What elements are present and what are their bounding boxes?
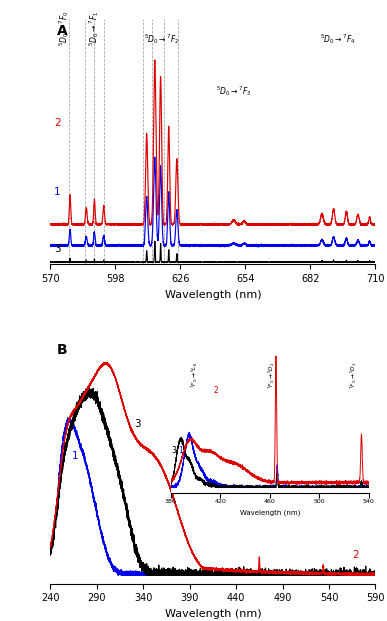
Text: 2: 2 [54, 118, 60, 128]
Text: 2: 2 [352, 550, 359, 560]
X-axis label: Wavelength (nm): Wavelength (nm) [164, 289, 261, 299]
Text: $^5D_0{\rightarrow}^7F_4$: $^5D_0{\rightarrow}^7F_4$ [320, 32, 356, 46]
Text: A: A [57, 24, 68, 37]
Text: 3: 3 [134, 419, 140, 429]
Text: $^5D_0{\rightarrow}^7F_1$: $^5D_0{\rightarrow}^7F_1$ [87, 11, 101, 46]
Text: $^5D_0{\rightarrow}^7F_2$: $^5D_0{\rightarrow}^7F_2$ [144, 32, 180, 46]
Text: 1: 1 [54, 187, 60, 197]
Text: B: B [57, 343, 67, 357]
Text: 1: 1 [72, 451, 78, 461]
X-axis label: Wavelength (nm): Wavelength (nm) [164, 609, 261, 619]
Text: 3: 3 [54, 243, 60, 254]
Text: $^5D_0{\rightarrow}^7F_3$: $^5D_0{\rightarrow}^7F_3$ [216, 84, 252, 99]
Text: $^5D_0{\rightarrow}^7F_0$: $^5D_0{\rightarrow}^7F_0$ [57, 10, 71, 46]
